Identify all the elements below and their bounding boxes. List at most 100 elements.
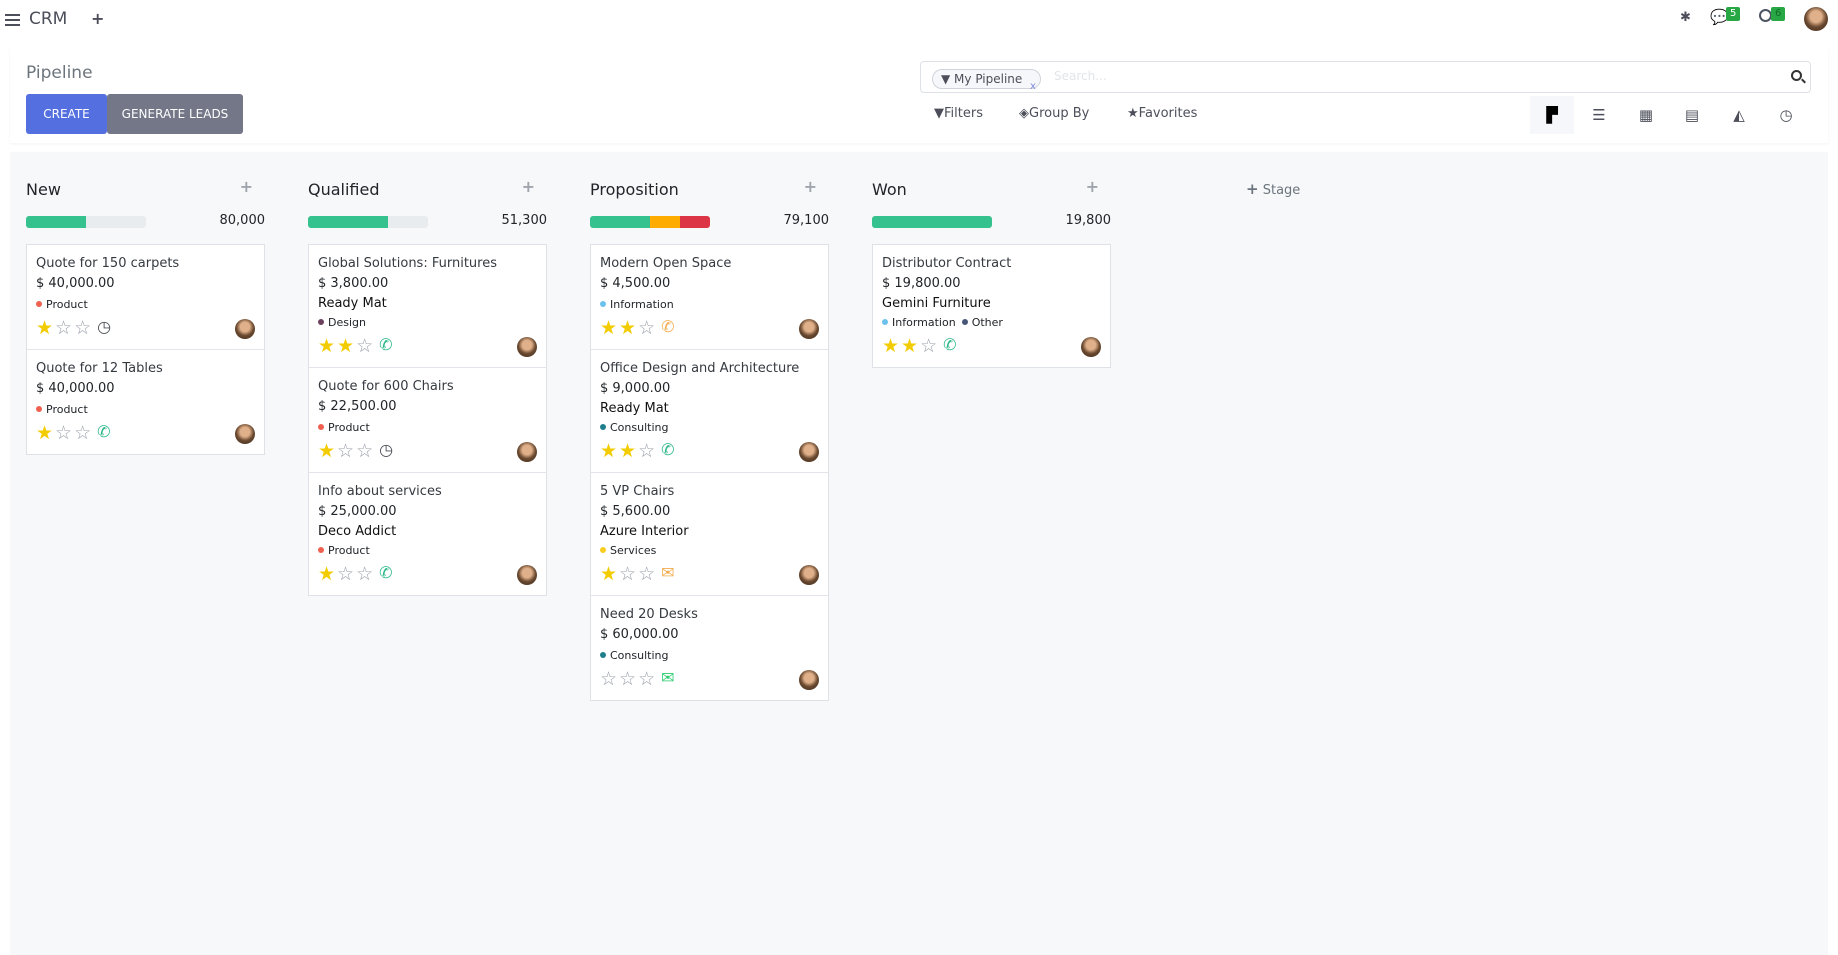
priority-star-icon[interactable]: ★ — [901, 335, 919, 357]
column-progress-bar[interactable] — [590, 216, 710, 228]
priority-star-icon[interactable]: ★ — [318, 440, 336, 462]
priority-star-icon[interactable]: ☆ — [920, 335, 938, 357]
priority-star-icon[interactable]: ☆ — [55, 317, 73, 339]
remove-facet-icon[interactable]: x — [1030, 81, 1036, 92]
group-by-button[interactable]: ◈Group By — [1019, 106, 1089, 121]
card-title[interactable]: Info about services — [318, 484, 442, 499]
priority-star-icon[interactable]: ★ — [36, 317, 54, 339]
card-title[interactable]: 5 VP Chairs — [600, 484, 675, 499]
lead-card[interactable]: Quote for 600 Chairs $ 22,500.00 Product ★ ☆… — [309, 368, 546, 473]
card-title[interactable]: Quote for 150 carpets — [36, 256, 180, 271]
priority-star-icon[interactable]: ☆ — [74, 422, 92, 444]
lead-card[interactable]: Quote for 150 carpets $ 40,000.00 Product ★… — [27, 245, 264, 350]
plus-icon[interactable]: + — [91, 9, 105, 28]
clock-icon[interactable]: ◷ — [97, 317, 112, 336]
priority-star-icon[interactable]: ☆ — [55, 422, 73, 444]
priority-star-icon[interactable]: ☆ — [74, 317, 92, 339]
progress-segment[interactable] — [650, 216, 680, 228]
lead-card[interactable]: Modern Open Space $ 4,500.00 Information ★ ★… — [591, 245, 828, 350]
search-icon[interactable] — [1791, 70, 1802, 81]
filters-button[interactable]: ▼Filters — [934, 106, 983, 121]
pivot-view-icon[interactable]: ▤ — [1684, 106, 1700, 124]
priority-star-icon[interactable]: ★ — [619, 317, 637, 339]
column-title[interactable]: New — [26, 180, 61, 199]
priority-star-icon[interactable]: ★ — [36, 422, 54, 444]
search-bar[interactable]: ▼ My Pipeline x Search... — [920, 61, 1811, 93]
card-title[interactable]: Need 20 Desks — [600, 607, 698, 622]
column-progress-bar[interactable] — [872, 216, 992, 228]
column-progress-bar[interactable] — [26, 216, 146, 228]
priority-star-icon[interactable]: ☆ — [356, 563, 374, 585]
priority-star-icon[interactable]: ☆ — [638, 317, 656, 339]
quick-create-icon[interactable]: + — [1085, 177, 1099, 196]
clock-icon[interactable]: ◷ — [379, 440, 394, 459]
priority-star-icon[interactable]: ☆ — [337, 563, 355, 585]
priority-star-icon[interactable]: ☆ — [619, 668, 637, 690]
search-input[interactable]: Search... — [1054, 69, 1107, 83]
graph-view-icon[interactable]: ◭ — [1733, 106, 1745, 124]
card-title[interactable]: Quote for 600 Chairs — [318, 379, 454, 394]
card-title[interactable]: Office Design and Architecture — [600, 361, 800, 376]
lead-card[interactable]: 5 VP Chairs $ 5,600.00 Azure Interior Servi… — [591, 473, 828, 596]
progress-segment[interactable] — [26, 216, 86, 228]
progress-segment[interactable] — [308, 216, 389, 228]
priority-star-icon[interactable]: ★ — [600, 317, 618, 339]
activity-view-icon[interactable]: ◷ — [1779, 106, 1793, 124]
card-title[interactable]: Distributor Contract — [882, 256, 1012, 271]
lead-card[interactable]: Global Solutions: Furnitures $ 3,800.00 Re… — [309, 245, 546, 368]
quick-create-icon[interactable]: + — [521, 177, 535, 196]
priority-star-icon[interactable]: ☆ — [638, 563, 656, 585]
priority-star-icon[interactable]: ★ — [600, 563, 618, 585]
user-avatar[interactable] — [1804, 7, 1828, 31]
priority-star-icon[interactable]: ☆ — [356, 335, 374, 357]
kanban-view-icon[interactable]: ▛ — [1530, 96, 1574, 134]
phone-icon[interactable]: ✆ — [661, 317, 675, 336]
phone-icon[interactable]: ✆ — [379, 335, 393, 354]
card-title[interactable]: Quote for 12 Tables — [36, 361, 163, 376]
lead-card[interactable]: Office Design and Architecture $ 9,000.00… — [591, 350, 828, 473]
priority-star-icon[interactable]: ★ — [600, 440, 618, 462]
priority-star-icon[interactable]: ★ — [619, 440, 637, 462]
list-view-icon[interactable]: ☰ — [1592, 106, 1606, 124]
bug-icon[interactable]: ✱ — [1680, 10, 1691, 25]
priority-star-icon[interactable]: ☆ — [619, 563, 637, 585]
generate-leads-button[interactable]: GENERATE LEADS — [107, 94, 243, 134]
calendar-view-icon[interactable]: ▦ — [1638, 106, 1654, 124]
priority-star-icon[interactable]: ☆ — [600, 668, 618, 690]
lead-card[interactable]: Info about services $ 25,000.00 Deco Addic… — [309, 473, 546, 595]
lead-card[interactable]: Quote for 12 Tables $ 40,000.00 Product ★ ☆ ☆… — [27, 350, 264, 454]
phone-icon[interactable]: ✆ — [943, 335, 957, 354]
priority-star-icon[interactable]: ☆ — [356, 440, 374, 462]
envelope-icon[interactable]: ✉ — [661, 563, 675, 582]
priority-star-icon[interactable]: ☆ — [337, 440, 355, 462]
envelope-icon[interactable]: ✉ — [661, 668, 675, 687]
create-button[interactable]: CREATE — [26, 94, 107, 134]
add-stage-button[interactable]: + Stage — [1246, 180, 1300, 198]
progress-segment[interactable] — [680, 216, 710, 228]
column-title[interactable]: Proposition — [590, 180, 679, 199]
priority-star-icon[interactable]: ☆ — [638, 668, 656, 690]
priority-star-icon[interactable]: ★ — [882, 335, 900, 357]
column-title[interactable]: Won — [872, 180, 907, 199]
card-title[interactable]: Modern Open Space — [600, 256, 732, 271]
progress-segment[interactable] — [872, 216, 992, 228]
priority-star-icon[interactable]: ★ — [337, 335, 355, 357]
lead-card[interactable]: Distributor Contract $ 19,800.00 Gemini Fu… — [873, 245, 1110, 367]
progress-segment[interactable] — [590, 216, 650, 228]
priority-star-icon[interactable]: ☆ — [638, 440, 656, 462]
quick-create-icon[interactable]: + — [239, 177, 253, 196]
column-progress-bar[interactable] — [308, 216, 428, 228]
chat-icon[interactable]: 💬 — [1710, 8, 1729, 26]
priority-star-icon[interactable]: ★ — [318, 335, 336, 357]
quick-create-icon[interactable]: + — [803, 177, 817, 196]
menu-icon[interactable] — [5, 14, 20, 26]
phone-icon[interactable]: ✆ — [379, 563, 393, 582]
lead-card[interactable]: Need 20 Desks $ 60,000.00 Consulting ☆ ☆ ☆ ✉ — [591, 596, 828, 700]
column-title[interactable]: Qualified — [308, 180, 380, 199]
app-name[interactable]: CRM — [29, 9, 68, 29]
card-title[interactable]: Global Solutions: Furnitures — [318, 256, 497, 271]
priority-star-icon[interactable]: ★ — [318, 563, 336, 585]
phone-icon[interactable]: ✆ — [97, 422, 111, 441]
phone-icon[interactable]: ✆ — [661, 440, 675, 459]
favorites-button[interactable]: ★Favorites — [1127, 106, 1197, 121]
